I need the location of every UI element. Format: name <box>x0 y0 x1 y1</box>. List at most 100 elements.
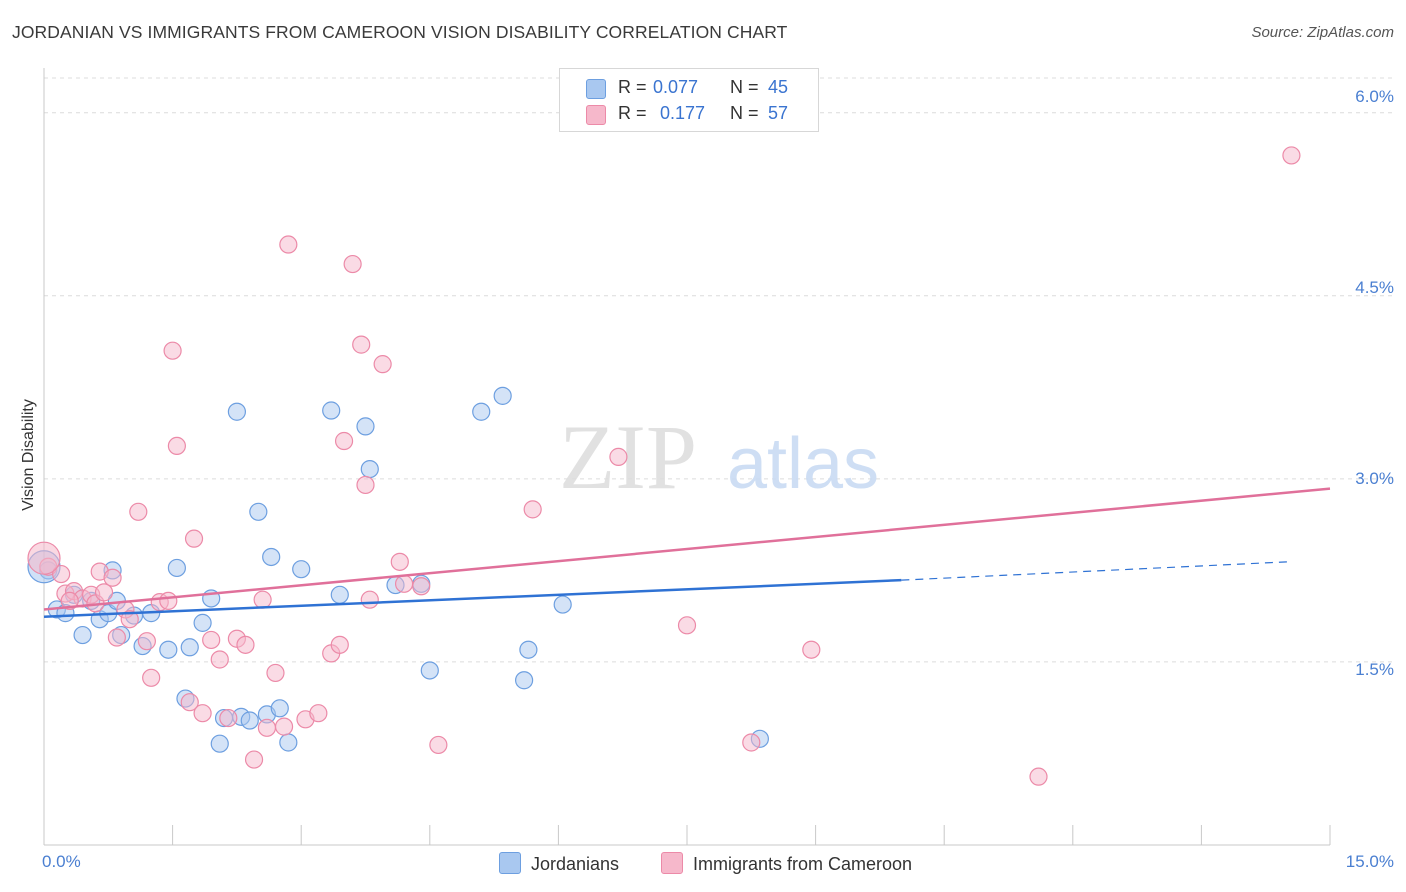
legend-n-value: 45 <box>768 77 789 97</box>
bottom-legend-swatch-jordanians <box>499 852 521 874</box>
point-cameroon <box>60 591 79 611</box>
point-cameroon <box>236 635 255 654</box>
chart-title: JORDANIAN VS IMMIGRANTS FROM CAMEROON VI… <box>12 22 788 42</box>
point-cameroon <box>352 335 371 354</box>
y-axis-label: Vision Disability <box>20 399 37 511</box>
bottom-legend-jordanians: Jordanians <box>499 852 619 875</box>
trend-line-jordanians <box>43 578 902 619</box>
point-cameroon <box>677 616 697 635</box>
point-cameroon <box>356 475 375 495</box>
axes <box>43 68 1331 846</box>
point-jordanians <box>553 595 572 614</box>
point-cameroon <box>309 704 328 723</box>
point-cameroon <box>210 650 229 669</box>
point-cameroon <box>52 564 71 584</box>
legend-r-value: 0.177 <box>660 103 706 123</box>
x-tick-label-min: 0.0% <box>42 852 81 871</box>
point-cameroon <box>802 640 821 659</box>
point-jordanians <box>472 402 491 421</box>
source-label: Source: ZipAtlas.com <box>1251 24 1394 41</box>
point-cameroon <box>523 500 542 519</box>
point-cameroon <box>184 529 204 548</box>
legend-n-label: N = <box>730 103 759 123</box>
trend-line-jordanians-extension <box>901 561 1288 581</box>
point-cameroon <box>279 235 298 254</box>
y-tick-label-1-5: 1.5% <box>1355 660 1394 679</box>
point-cameroon <box>429 735 448 755</box>
point-cameroon <box>373 355 392 374</box>
point-cameroon <box>244 750 264 769</box>
y-tick-label-6-0: 6.0% <box>1355 87 1394 106</box>
y-tick-label-4-5: 4.5% <box>1355 278 1394 297</box>
point-jordanians <box>493 386 512 405</box>
point-cameroon <box>193 704 212 723</box>
bottom-legend-label-cameroon: Immigrants from Cameroon <box>693 854 913 874</box>
trend-line-cameroon <box>43 487 1331 611</box>
point-jordanians <box>292 560 311 579</box>
point-cameroon <box>94 583 114 602</box>
point-cameroon <box>103 568 122 587</box>
point-cameroon <box>257 718 277 737</box>
legend-r-value: 0.077 <box>653 77 699 97</box>
legend-swatch-cameroon <box>586 105 606 125</box>
point-cameroon <box>266 663 285 683</box>
point-jordanians <box>193 613 212 632</box>
point-cameroon <box>167 436 186 456</box>
point-cameroon <box>107 628 126 647</box>
point-cameroon <box>330 635 349 654</box>
legend-r-label: R = <box>618 103 647 123</box>
point-cameroon <box>1029 767 1048 786</box>
point-cameroon <box>609 447 628 466</box>
point-jordanians <box>519 640 538 659</box>
point-cameroon <box>343 254 362 274</box>
point-cameroon <box>159 591 178 611</box>
point-jordanians <box>159 640 178 659</box>
bottom-legend-swatch-cameroon <box>661 852 683 874</box>
point-cameroon <box>1282 146 1301 165</box>
point-jordanians <box>240 711 259 730</box>
point-cameroon <box>360 590 379 609</box>
legend: R = 0.077 N = 45 R = 0.177 N = 57 <box>559 68 819 132</box>
y-tick-label-3-0: 3.0% <box>1355 469 1394 488</box>
legend-n-label: N = <box>730 77 759 97</box>
grid-lines <box>44 77 1392 663</box>
point-cameroon <box>137 632 156 651</box>
point-jordanians <box>356 417 375 436</box>
point-cameroon <box>274 717 294 736</box>
point-cameroon <box>27 541 61 575</box>
bottom-legend-cameroon: Immigrants from Cameroon <box>661 852 912 875</box>
legend-r-label: R = <box>618 77 647 97</box>
point-jordanians <box>515 671 534 690</box>
point-cameroon <box>202 630 221 650</box>
x-tick-label-max: 15.0% <box>1345 852 1394 871</box>
point-jordanians <box>322 401 341 420</box>
legend-n-value: 57 <box>768 103 789 123</box>
point-cameroon <box>180 693 199 712</box>
point-jordanians <box>420 661 439 680</box>
point-cameroon <box>742 733 761 752</box>
point-jordanians <box>270 699 289 718</box>
watermark-atlas: atlas <box>727 424 879 504</box>
point-jordanians <box>227 402 246 421</box>
point-jordanians <box>210 734 229 753</box>
point-cameroon <box>219 708 238 728</box>
point-jordanians <box>249 502 268 521</box>
point-cameroon <box>120 610 139 629</box>
point-jordanians <box>73 625 92 645</box>
point-jordanians <box>262 547 281 567</box>
bottom-legend-label-jordanians: Jordanians <box>531 854 620 874</box>
point-jordanians <box>360 459 379 479</box>
point-jordanians <box>167 558 186 578</box>
legend-swatch-jordanians <box>586 79 606 99</box>
point-cameroon <box>129 502 148 521</box>
point-cameroon <box>334 431 354 451</box>
watermark: ZIP atlas <box>559 406 879 508</box>
point-cameroon <box>394 574 414 593</box>
point-cameroon <box>253 590 272 609</box>
watermark-zip: ZIP <box>559 406 697 508</box>
point-cameroon <box>390 552 409 571</box>
point-cameroon <box>142 668 161 687</box>
point-jordanians <box>279 733 298 752</box>
point-cameroon <box>412 577 431 596</box>
